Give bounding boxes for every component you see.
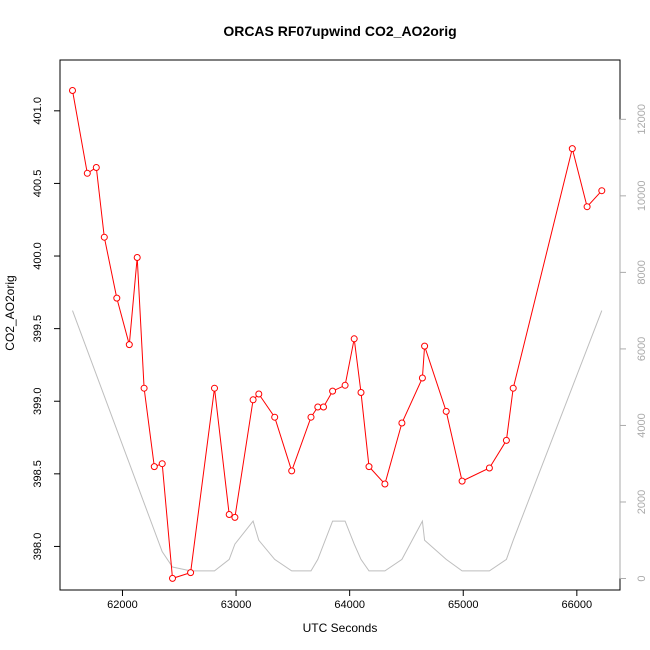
y2-tick-label: 8000 — [636, 260, 648, 284]
co2-data-point — [169, 574, 176, 582]
co2-data-point — [329, 387, 337, 395]
co2-data-point — [350, 335, 358, 343]
co2-data-point — [598, 187, 606, 195]
x-axis-label: UTC Seconds — [303, 621, 378, 635]
y-tick-label: 398.0 — [32, 533, 44, 561]
co2-data-point — [320, 403, 327, 411]
co2-data-point — [365, 463, 373, 471]
co2-data-point — [502, 436, 510, 444]
co2-data-point — [341, 381, 349, 389]
co2-data-point — [231, 513, 239, 521]
y-axis-left: 398.0 398.5 399.0 399.5 400.0 400.5 401.0 — [32, 97, 61, 561]
co2-data-point — [568, 145, 576, 153]
y-tick-label: 398.5 — [32, 460, 44, 488]
y2-tick-label: 6000 — [636, 337, 648, 361]
co2-data-point — [150, 463, 158, 471]
y-axis-label: CO2_AO2orig — [3, 275, 17, 350]
x-axis: 62000 63000 64000 65000 66000 — [107, 589, 593, 611]
co2-data-point — [418, 374, 426, 382]
y-tick-label: 399.5 — [32, 315, 44, 343]
y2-tick-label: 10000 — [636, 181, 648, 212]
co2-data-point — [211, 384, 218, 392]
co2-data-point — [125, 341, 133, 349]
co2-data-point — [314, 403, 322, 411]
co2-data-point — [158, 460, 166, 468]
y-tick-label: 400.0 — [32, 242, 44, 270]
co2-data-point — [421, 342, 429, 350]
co2-data-point — [583, 203, 591, 211]
co2-data-point — [307, 413, 315, 421]
y-tick-label: 400.5 — [32, 170, 44, 198]
y-tick-label: 401.0 — [32, 97, 44, 125]
series-layer — [69, 87, 606, 582]
co2-data-point — [381, 480, 389, 488]
y-tick-label: 399.0 — [32, 387, 44, 415]
x-tick-label: 62000 — [107, 599, 138, 611]
co2-data-point — [249, 396, 257, 404]
co2-data-point — [100, 233, 108, 241]
co2-data-point — [271, 413, 279, 421]
y-axis-right: 0 2000 4000 6000 8000 10000 12000 — [619, 104, 648, 582]
co2-data-point — [133, 254, 141, 261]
chart-title: ORCAS RF07upwind CO2_AO2orig — [223, 23, 456, 39]
x-tick-label: 63000 — [221, 599, 252, 611]
co2-data-point — [92, 164, 100, 171]
co2-data-point — [357, 389, 365, 396]
x-tick-label: 66000 — [562, 599, 593, 611]
co2-data-point — [442, 407, 450, 415]
y2-tick-label: 2000 — [636, 490, 648, 514]
co2-data-point — [69, 87, 76, 94]
y2-tick-label: 12000 — [636, 104, 648, 135]
x-tick-label: 65000 — [448, 599, 479, 611]
co2-data-point — [113, 294, 121, 302]
co2-data-point — [458, 477, 466, 485]
co2-data-point — [255, 390, 263, 398]
co2-data-point — [485, 464, 493, 472]
altitude-series-line — [72, 310, 603, 572]
co2-data-point — [288, 467, 296, 475]
co2-data-point — [398, 419, 406, 427]
x-tick-label: 64000 — [334, 599, 365, 611]
co2-data-point — [509, 384, 517, 392]
co2-data-point — [83, 169, 91, 177]
y2-tick-label: 0 — [636, 575, 648, 581]
co2-data-point — [187, 569, 195, 577]
co2-data-point — [225, 511, 233, 518]
y2-tick-label: 4000 — [636, 413, 648, 437]
co2-data-point — [140, 384, 148, 392]
